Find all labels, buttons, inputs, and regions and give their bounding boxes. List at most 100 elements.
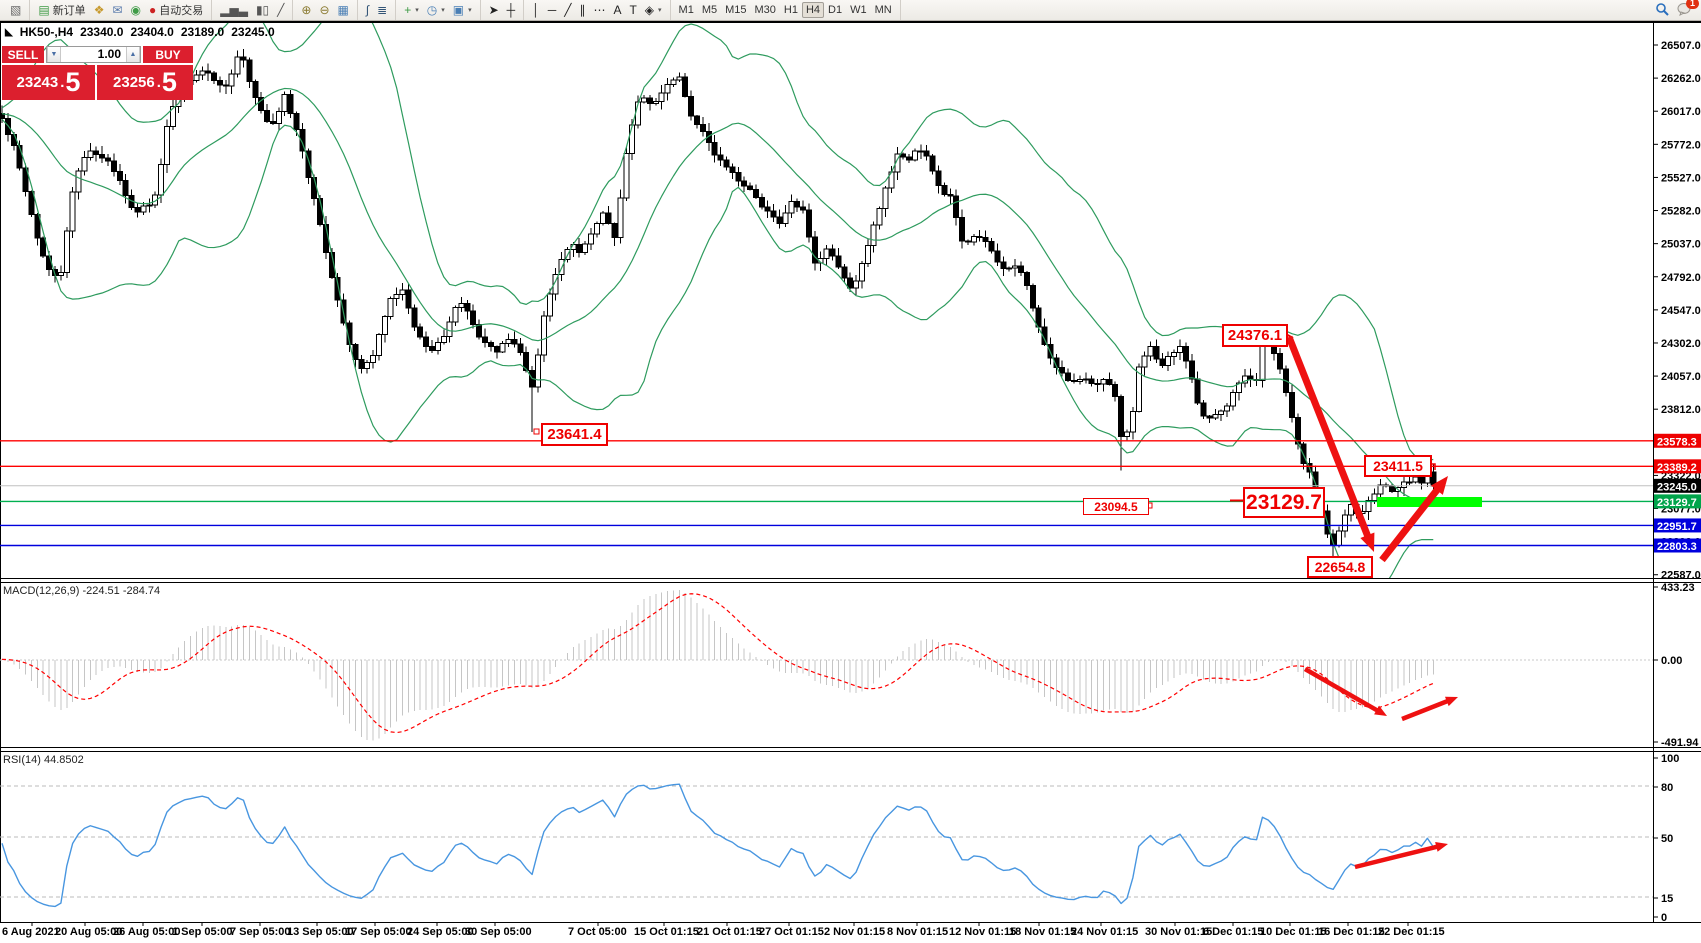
volume-input[interactable]: 1.00 xyxy=(97,47,121,61)
close-value: 23245.0 xyxy=(231,25,275,39)
price-annotation[interactable]: 23641.4 xyxy=(541,423,608,446)
time-tick-label: 8 Nov 01:15 xyxy=(887,926,949,938)
time-tick-label: 24 Sep 05:00 xyxy=(407,926,474,938)
time-tick-label: 26 Aug 05:00 xyxy=(113,926,181,938)
objects-group: + ▾ ◷ ▾ ▣ ▾ xyxy=(396,0,481,20)
crosshair-icon: ┼ xyxy=(506,2,516,17)
tf-h4[interactable]: H4 xyxy=(801,2,825,18)
rsi-panel[interactable] xyxy=(0,783,1653,908)
trend-arrow-head xyxy=(1444,696,1458,707)
candles-chart-icon[interactable]: ▮▯ xyxy=(252,2,273,19)
cursor-icon[interactable]: ➤ xyxy=(485,2,503,19)
tf-h4-label: H4 xyxy=(805,4,821,16)
price-annotation[interactable]: 23129.7 xyxy=(1243,487,1325,518)
one-click-trade-panel: SELL ▼ 1.00 ▲ BUY 23243. 5 23256. 5 xyxy=(2,46,193,100)
volume-increase-button[interactable]: ▲ xyxy=(126,47,140,62)
price-annotation[interactable]: 24376.1 xyxy=(1222,324,1288,347)
tf-m1[interactable]: M1 xyxy=(675,2,698,18)
cursor-icon: ➤ xyxy=(488,2,499,17)
crosshair-icon[interactable]: ┼ xyxy=(503,2,520,19)
buy-price-dot: . xyxy=(156,74,161,91)
cursor-group: ➤ ┼ xyxy=(481,0,525,20)
buy-price[interactable]: 23256. 5 xyxy=(97,65,193,100)
time-tick-label: 12 Nov 01:15 xyxy=(949,926,1017,938)
sell-price-dot: . xyxy=(60,74,65,91)
price-annotation[interactable]: 23094.5 xyxy=(1083,498,1149,515)
sell-button[interactable]: SELL xyxy=(2,46,44,63)
trend-arrow[interactable] xyxy=(1303,667,1380,713)
new-order-button: ▤ xyxy=(38,2,50,17)
price-annotation[interactable]: 22654.8 xyxy=(1307,556,1373,578)
tile-windows-icon[interactable]: ▦ xyxy=(334,2,353,19)
time-tick-label: 30 Nov 01:15 xyxy=(1145,926,1213,938)
volume-decrease-button[interactable]: ▼ xyxy=(47,47,61,62)
price-tick-label: 24792.0 xyxy=(1661,272,1701,284)
zoom-group: ⊕ ⊖ ▦ xyxy=(293,0,358,20)
tf-m15[interactable]: M15 xyxy=(721,2,750,18)
fibonacci-icon[interactable]: ⋯ xyxy=(589,2,609,19)
time-tick-label: 10 Dec 01:15 xyxy=(1260,926,1327,938)
time-tick-label: 2 Nov 01:15 xyxy=(824,926,886,938)
label-icon[interactable]: T xyxy=(625,2,640,19)
tf-d1[interactable]: D1 xyxy=(824,2,846,18)
period-clock-icon[interactable]: ◷ ▾ xyxy=(423,2,449,19)
text-icon[interactable]: A xyxy=(609,2,625,19)
radar-icon[interactable]: ◉ xyxy=(127,2,145,19)
price-tick-label: 22587.0 xyxy=(1661,570,1701,582)
add-indicator-icon[interactable]: + ▾ xyxy=(400,2,423,19)
chart-shot-icon[interactable]: ▣ ▾ xyxy=(449,2,476,19)
channel-icon[interactable]: ∥ xyxy=(575,2,589,19)
search-icon[interactable] xyxy=(1655,2,1669,19)
panel-frames xyxy=(0,21,1701,923)
sell-price-main: 23243 xyxy=(16,74,59,91)
vline-icon[interactable]: │ xyxy=(528,2,544,19)
bars-chart-icon[interactable]: ▂▅▃ xyxy=(216,2,252,19)
trendline-icon[interactable]: ╱ xyxy=(560,2,575,19)
trend-arrows[interactable] xyxy=(1285,335,1458,870)
tf-h1[interactable]: H1 xyxy=(780,2,802,18)
radar-icon: ◉ xyxy=(130,2,141,17)
zoom-out-icon[interactable]: ⊖ xyxy=(315,2,333,19)
indicator-window-icon[interactable]: ≣ xyxy=(373,2,391,19)
chart-canvas[interactable]: 26507.0 26262.0 26017.0 25772.0 25527.0 25282… xyxy=(0,21,1701,943)
sell-price[interactable]: 23243. 5 xyxy=(2,65,95,100)
new-order-button[interactable]: ▤ 新订单 xyxy=(34,0,89,20)
seal-icon[interactable]: ❖ xyxy=(90,2,109,19)
price-panel[interactable] xyxy=(0,21,1437,596)
tf-mn[interactable]: MN xyxy=(871,2,896,18)
notification-count-badge: 1 xyxy=(1685,0,1699,9)
chart-window[interactable]: 26507.0 26262.0 26017.0 25772.0 25527.0 25282… xyxy=(0,21,1701,943)
dropdown-arrow-icon: ▾ xyxy=(441,7,445,14)
trend-arrow[interactable] xyxy=(1285,335,1372,539)
trend-arrow[interactable] xyxy=(1354,844,1439,870)
price-tick-label: 25282.0 xyxy=(1661,206,1701,218)
shapes-icon[interactable]: ◈ ▾ xyxy=(641,2,666,19)
vline-icon: │ xyxy=(532,2,540,17)
notifications-icon[interactable]: 1 xyxy=(1677,0,1699,19)
timeframe-group: M1 M5 M15 M30 H1 H4 D1 W1 MN xyxy=(671,0,901,20)
trend-arrow[interactable] xyxy=(1379,486,1441,563)
line-chart-icon[interactable]: ╱ xyxy=(273,2,288,19)
level-price-badge: 23578.3 xyxy=(1657,436,1697,448)
candlesticks xyxy=(0,48,1437,566)
tf-m30[interactable]: M30 xyxy=(751,2,780,18)
price-annotation[interactable]: 23411.5 xyxy=(1364,455,1432,477)
buy-button[interactable]: BUY xyxy=(143,46,193,63)
indicators-icon[interactable]: ∫ xyxy=(362,2,373,19)
charts-icon[interactable]: ▧ xyxy=(6,2,25,19)
open-value: 23340.0 xyxy=(80,25,124,39)
hline-icon[interactable]: ─ xyxy=(544,2,561,19)
current-price-badge: 23245.0 xyxy=(1657,481,1697,493)
autotrade-button: ● xyxy=(149,2,157,17)
dropdown-arrow-icon: ▾ xyxy=(468,7,472,14)
charttype-group: ▂▅▃ ▮▯ ╱ xyxy=(212,0,294,20)
zoom-in-icon[interactable]: ⊕ xyxy=(297,2,315,19)
tf-m5[interactable]: M5 xyxy=(698,2,721,18)
autotrade-button[interactable]: ● 自动交易 xyxy=(145,0,207,20)
charts-icon: ▧ xyxy=(10,2,22,17)
trend-arrow[interactable] xyxy=(1401,698,1450,722)
mail-icon[interactable]: ✉ xyxy=(108,2,126,19)
tf-w1[interactable]: W1 xyxy=(846,2,871,18)
trend-arrow-head xyxy=(1430,476,1448,495)
sell-price-big-digit: 5 xyxy=(65,67,81,97)
